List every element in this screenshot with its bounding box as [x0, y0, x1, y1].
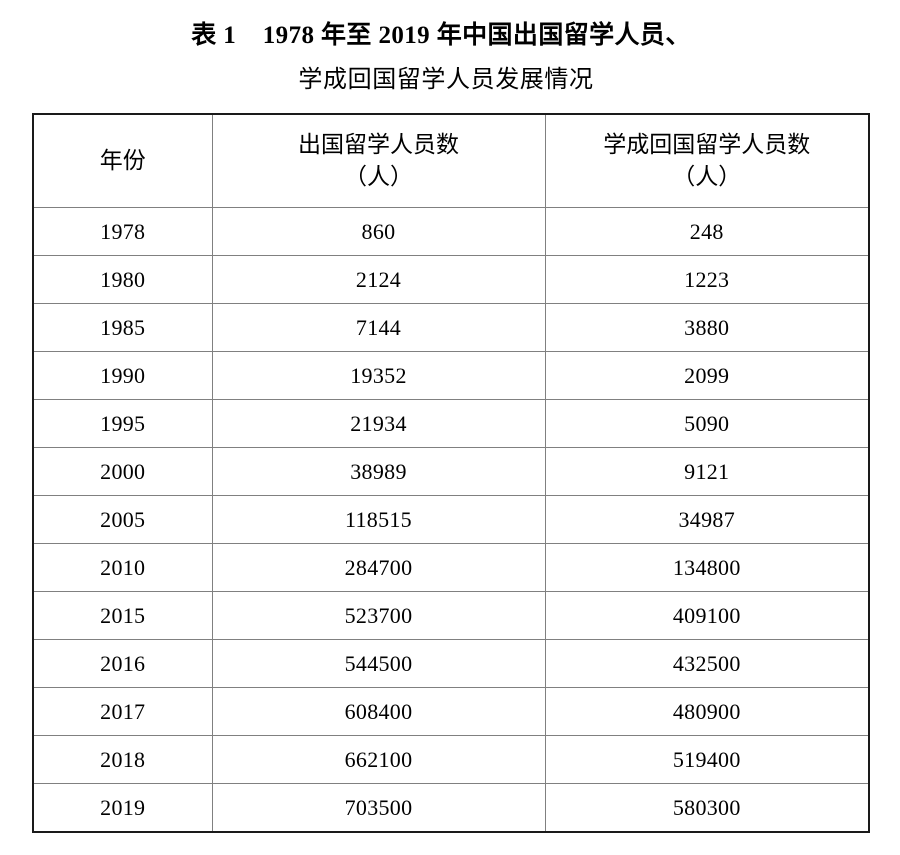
column-header-returned-label: 学成回国留学人员数 — [603, 132, 811, 157]
cell-returned-count: 480900 — [544, 687, 870, 736]
table-row: 2015 523700 409100 — [32, 591, 870, 640]
study-abroad-statistics-table: 年份 出国留学人员数 （人） 学成回国留学人员数 （人） — [32, 113, 870, 833]
cell-outbound-count: 860 — [211, 207, 546, 256]
cell-year: 2016 — [32, 639, 213, 688]
cell-year: 2005 — [32, 495, 213, 544]
column-header-year-label: 年份 — [99, 148, 146, 173]
table-caption-line-2: 学成回国留学人员发展情况 — [298, 66, 594, 93]
cell-year: 2019 — [32, 783, 213, 833]
cell-returned-count: 580300 — [544, 783, 870, 833]
cell-returned-count: 3880 — [544, 303, 870, 352]
cell-year: 2010 — [32, 543, 213, 592]
cell-year: 1985 — [32, 303, 213, 352]
column-header-returned-unit: （人） — [672, 164, 742, 189]
column-header-outbound: 出国留学人员数 （人） — [211, 113, 546, 208]
column-header-year: 年份 — [32, 113, 213, 208]
table-row: 2018 662100 519400 — [32, 735, 870, 784]
cell-returned-count: 34987 — [544, 495, 870, 544]
cell-outbound-count: 38989 — [211, 447, 546, 496]
table-row: 2005 118515 34987 — [32, 495, 870, 544]
cell-year: 1978 — [32, 207, 213, 256]
column-header-outbound-unit: （人） — [344, 164, 413, 189]
cell-returned-count: 432500 — [544, 639, 870, 688]
table-row: 1995 21934 5090 — [32, 399, 870, 448]
cell-year: 2017 — [32, 687, 213, 736]
cell-returned-count: 9121 — [544, 447, 870, 496]
cell-returned-count: 1223 — [544, 255, 870, 304]
cell-outbound-count: 662100 — [211, 735, 546, 784]
cell-year: 2000 — [32, 447, 213, 496]
cell-returned-count: 134800 — [544, 543, 870, 592]
cell-returned-count: 409100 — [544, 591, 870, 640]
cell-year: 1980 — [32, 255, 213, 304]
cell-returned-count: 248 — [544, 207, 870, 256]
cell-outbound-count: 21934 — [211, 399, 546, 448]
table-row: 1985 7144 3880 — [32, 303, 870, 352]
cell-outbound-count: 608400 — [211, 687, 546, 736]
cell-outbound-count: 7144 — [211, 303, 546, 352]
column-header-returned: 学成回国留学人员数 （人） — [544, 113, 870, 208]
cell-outbound-count: 703500 — [211, 783, 546, 833]
table-row: 2019 703500 580300 — [32, 783, 870, 833]
table-caption-line-1: 表 1 1978 年至 2019 年中国出国留学人员、 — [191, 22, 691, 49]
column-header-outbound-label: 出国留学人员数 — [298, 132, 459, 157]
table-caption: 表 1 1978 年至 2019 年中国出国留学人员、 学成回国留学人员发展情况 — [0, 14, 900, 102]
cell-outbound-count: 523700 — [211, 591, 546, 640]
cell-returned-count: 5090 — [544, 399, 870, 448]
cell-returned-count: 519400 — [544, 735, 870, 784]
table-body: 1978 860 248 1980 2124 1223 1985 7144 3880 1990 19… — [32, 207, 870, 833]
table-header-row: 年份 出国留学人员数 （人） 学成回国留学人员数 （人） — [32, 113, 870, 208]
table-container: 年份 出国留学人员数 （人） 学成回国留学人员数 （人） — [32, 113, 870, 833]
cell-returned-count: 2099 — [544, 351, 870, 400]
cell-outbound-count: 2124 — [211, 255, 546, 304]
cell-outbound-count: 544500 — [211, 639, 546, 688]
table-header: 年份 出国留学人员数 （人） 学成回国留学人员数 （人） — [32, 113, 870, 208]
cell-year: 1995 — [32, 399, 213, 448]
cell-outbound-count: 118515 — [211, 495, 546, 544]
table-row: 2000 38989 9121 — [32, 447, 870, 496]
cell-year: 2015 — [32, 591, 213, 640]
table-row: 2016 544500 432500 — [32, 639, 870, 688]
cell-outbound-count: 19352 — [211, 351, 546, 400]
table-row: 1990 19352 2099 — [32, 351, 870, 400]
table-row: 1978 860 248 — [32, 207, 870, 256]
table-row: 2010 284700 134800 — [32, 543, 870, 592]
cell-outbound-count: 284700 — [211, 543, 546, 592]
cell-year: 2018 — [32, 735, 213, 784]
table-row: 2017 608400 480900 — [32, 687, 870, 736]
cell-year: 1990 — [32, 351, 213, 400]
table-row: 1980 2124 1223 — [32, 255, 870, 304]
